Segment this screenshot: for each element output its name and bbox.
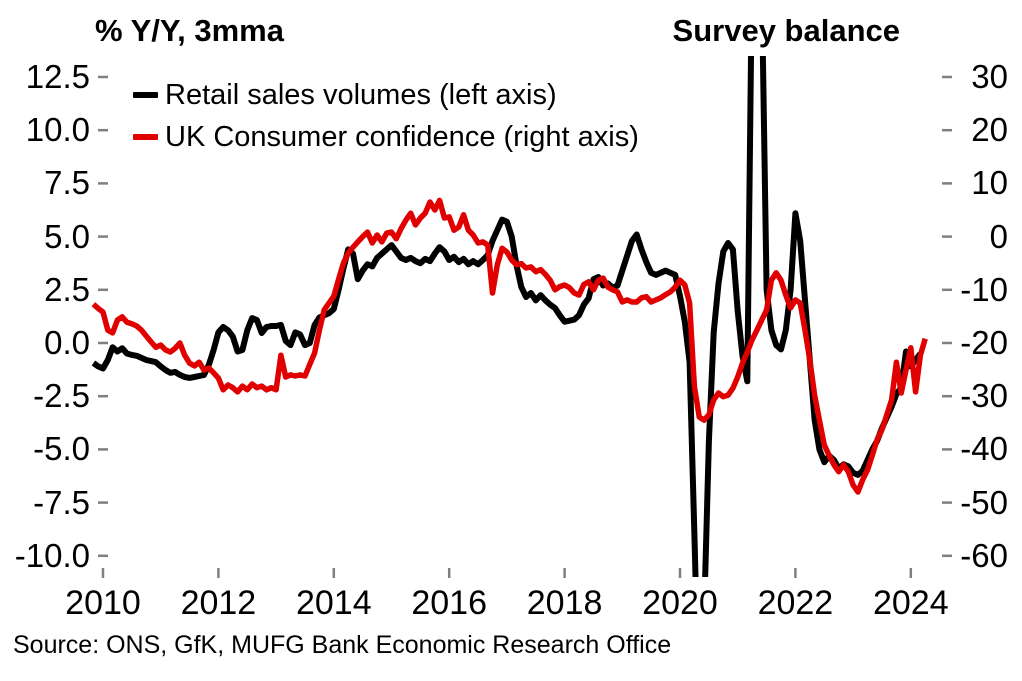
right-axis-tick-label: -50 bbox=[960, 483, 1008, 521]
series-lines bbox=[91, 56, 928, 577]
right-axis-tick-label: 30 bbox=[971, 58, 1008, 95]
x-axis-tick-label: 2018 bbox=[526, 584, 603, 622]
left-axis-tick-label: 7.5 bbox=[44, 164, 90, 202]
x-axis-tick-label: 2020 bbox=[642, 584, 718, 622]
retail-sales-line bbox=[91, 56, 923, 577]
right-axis-tick-label: -30 bbox=[960, 377, 1008, 415]
left-axis-tick-label: -5.0 bbox=[33, 430, 90, 468]
right-axis-tick-label: 0 bbox=[989, 217, 1008, 255]
x-axis-tick-label: 2016 bbox=[411, 584, 487, 622]
left-axis-tick-label: 12.5 bbox=[25, 58, 90, 95]
x-axis-tick-label: 2022 bbox=[757, 584, 834, 622]
source-note: Source: ONS, GfK, MUFG Bank Economic Res… bbox=[13, 631, 672, 659]
legend-label-consumer-confidence: UK Consumer confidence (right axis) bbox=[165, 121, 639, 153]
x-axis-tick-label: 2024 bbox=[872, 584, 949, 622]
right-axis-title: Survey balance bbox=[672, 13, 900, 48]
right-axis-tick-label: -10 bbox=[960, 270, 1008, 308]
left-axis-title: % Y/Y, 3mma bbox=[95, 13, 284, 48]
left-axis-tick-label: -10.0 bbox=[14, 536, 90, 574]
right-axis-tick-label: -60 bbox=[960, 536, 1008, 574]
right-axis-tick-label: -20 bbox=[960, 324, 1008, 361]
x-axis-tick-label: 2012 bbox=[180, 584, 257, 622]
left-axis-tick-label: 0.0 bbox=[44, 324, 90, 361]
retail-sales-legend-dash-icon bbox=[133, 92, 158, 98]
left-axis-tick-label: -7.5 bbox=[33, 483, 90, 521]
left-axis-tick-label: -2.5 bbox=[33, 377, 90, 415]
left-axis-tick-label: 10.0 bbox=[25, 111, 90, 149]
consumer-confidence-line bbox=[91, 197, 928, 495]
right-axis-tick-label: -40 bbox=[960, 430, 1008, 468]
x-axis-tick-label: 2010 bbox=[65, 584, 141, 622]
right-axis-tick-label: 20 bbox=[971, 111, 1008, 149]
axis-tick-marks bbox=[98, 75, 952, 578]
left-axis-tick-label: 2.5 bbox=[44, 270, 90, 308]
x-axis-tick-label: 2014 bbox=[295, 584, 372, 622]
consumer-confidence-legend-dash-icon bbox=[133, 134, 158, 140]
right-axis-tick-label: 10 bbox=[971, 164, 1008, 202]
legend-label-retail-sales: Retail sales volumes (left axis) bbox=[165, 79, 557, 111]
left-axis-tick-label: 5.0 bbox=[44, 217, 90, 255]
